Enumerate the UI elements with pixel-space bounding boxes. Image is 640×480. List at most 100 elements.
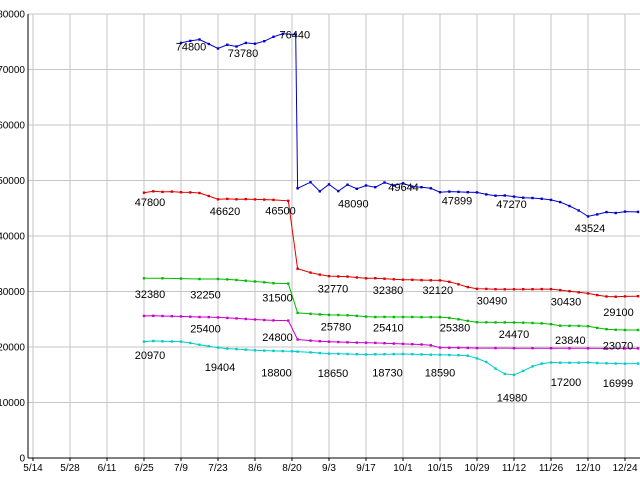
series-magenta-marker xyxy=(475,346,479,350)
series-blue-marker xyxy=(540,197,543,200)
data-label: 25410 xyxy=(373,323,404,335)
data-label: 18730 xyxy=(372,368,403,380)
data-label: 32120 xyxy=(423,285,454,297)
series-magenta-marker xyxy=(374,341,377,345)
series-magenta-marker xyxy=(142,314,146,318)
series-magenta-marker xyxy=(161,314,164,318)
series-red-marker xyxy=(549,287,553,291)
series-blue-marker xyxy=(401,182,405,185)
series-cyan-marker xyxy=(457,354,460,357)
series-cyan-marker xyxy=(346,352,349,356)
series-red-marker xyxy=(503,288,506,291)
series-red-marker xyxy=(485,287,488,291)
series-cyan-marker xyxy=(152,339,155,343)
series-cyan-marker xyxy=(559,361,562,364)
data-label: 24470 xyxy=(499,329,530,341)
series-cyan-marker xyxy=(337,352,340,355)
series-green-marker xyxy=(142,277,146,280)
series-red-marker xyxy=(272,198,275,202)
data-label: 23840 xyxy=(555,335,586,347)
series-green-marker xyxy=(614,328,617,331)
series-cyan-marker xyxy=(577,361,580,364)
series-green-marker xyxy=(549,323,553,326)
y-tick-label: 60000 xyxy=(0,121,25,132)
series-green-marker xyxy=(374,315,377,319)
series-red-marker xyxy=(392,278,395,281)
series-green-marker xyxy=(475,321,479,324)
data-label: 43524 xyxy=(575,223,606,235)
series-magenta-marker xyxy=(401,342,405,346)
series-red-marker xyxy=(420,278,423,282)
series-magenta-marker xyxy=(296,338,299,341)
series-blue-marker xyxy=(189,39,192,43)
series-blue-marker xyxy=(294,33,297,36)
series-red-marker xyxy=(346,275,349,278)
series-blue-marker xyxy=(309,181,312,184)
x-tick-label: 10/15 xyxy=(427,463,452,474)
series-blue-marker xyxy=(636,210,640,214)
series-blue-marker xyxy=(448,190,451,193)
series-blue-marker xyxy=(512,195,516,198)
series-green-marker xyxy=(383,315,386,319)
y-tick-label: 50000 xyxy=(0,176,25,187)
series-green-marker xyxy=(309,312,312,315)
series-cyan-marker xyxy=(586,361,590,364)
series-cyan-line xyxy=(143,340,639,376)
series-blue-marker xyxy=(253,42,257,45)
series-cyan-marker xyxy=(429,353,432,356)
series-magenta-marker xyxy=(263,318,266,322)
data-label: 48090 xyxy=(338,199,369,211)
series-green-marker xyxy=(531,321,534,325)
series-green-marker xyxy=(216,277,220,281)
y-tick-label: 0 xyxy=(19,454,25,465)
series-cyan-marker xyxy=(355,353,358,356)
series-green-marker xyxy=(540,322,543,325)
series-cyan-marker xyxy=(540,362,543,365)
x-tick-label: 11/26 xyxy=(539,463,564,474)
series-red-marker xyxy=(448,280,451,283)
series-magenta-marker xyxy=(531,347,534,350)
series-green-marker xyxy=(494,321,497,324)
series-green-marker xyxy=(577,324,580,328)
series-red-marker xyxy=(475,287,479,290)
series-cyan-marker xyxy=(244,348,247,351)
series-red-marker xyxy=(568,290,571,293)
series-lines xyxy=(142,32,640,377)
series-magenta-marker xyxy=(383,342,386,345)
series-red-marker xyxy=(540,287,543,291)
series-blue-marker xyxy=(383,181,386,184)
series-blue-marker xyxy=(207,42,210,46)
series-blue-marker xyxy=(296,187,299,190)
series-green-marker xyxy=(244,279,247,282)
series-cyan-marker xyxy=(207,345,210,348)
series-red-marker xyxy=(337,275,340,278)
x-tick-label: 8/6 xyxy=(248,463,262,474)
series-magenta-marker xyxy=(586,347,590,350)
series-blue-marker xyxy=(346,183,349,186)
series-green-marker xyxy=(296,311,299,315)
data-label: 20970 xyxy=(135,350,166,362)
x-tick-label: 12/24 xyxy=(612,463,637,474)
series-cyan-marker xyxy=(281,349,284,353)
data-label: 32250 xyxy=(190,290,221,302)
x-tick-label: 6/11 xyxy=(98,463,117,474)
series-magenta-marker xyxy=(512,347,516,350)
series-red-marker xyxy=(327,274,331,278)
series-green-marker xyxy=(568,324,571,327)
series-green-marker xyxy=(605,328,608,331)
series-red-marker xyxy=(457,283,460,286)
series-green-marker xyxy=(457,318,460,321)
data-label: 25780 xyxy=(321,321,352,333)
series-cyan-marker xyxy=(374,353,377,356)
series-green-marker xyxy=(485,321,488,324)
series-blue-marker xyxy=(318,190,321,193)
series-blue-marker xyxy=(475,191,479,194)
series-green-marker xyxy=(235,278,238,282)
data-label: 19404 xyxy=(205,362,236,374)
series-green-marker xyxy=(327,313,331,317)
series-cyan-marker xyxy=(179,340,183,343)
series-blue-marker xyxy=(411,185,414,188)
series-red-marker xyxy=(318,273,321,276)
series-magenta-marker xyxy=(568,347,571,350)
